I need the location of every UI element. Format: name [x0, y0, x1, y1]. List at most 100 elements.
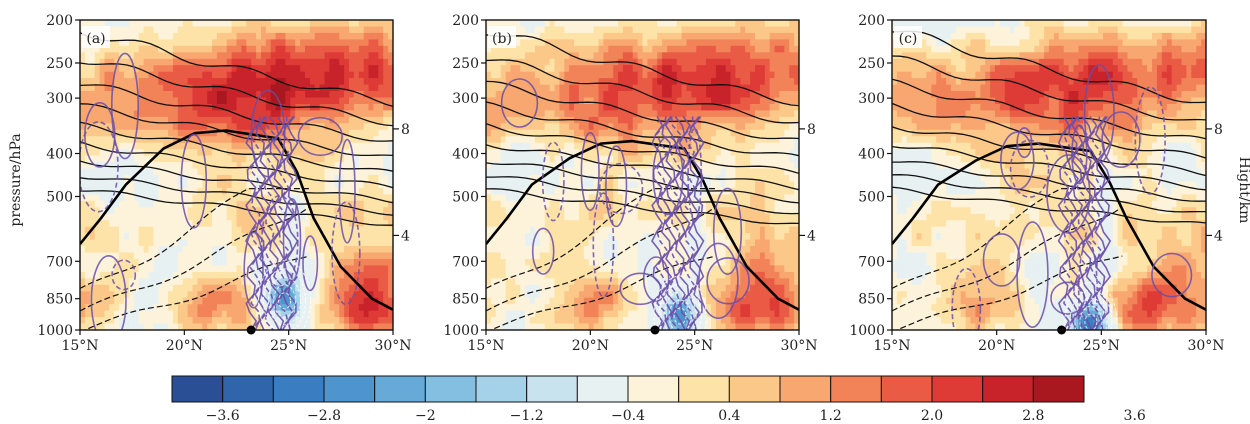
heatmap-cell	[202, 20, 208, 28]
heatmap-cell	[314, 116, 321, 124]
heatmap-cell	[490, 149, 497, 157]
heatmap-cell	[99, 317, 106, 325]
heatmap-cell	[554, 110, 560, 118]
heatmap-cell	[510, 123, 516, 131]
heatmap-cell	[500, 136, 507, 144]
heatmap-cell	[138, 187, 145, 195]
heatmap-cell	[275, 187, 282, 195]
heatmap-cell	[138, 297, 145, 305]
heatmap-cell	[221, 110, 228, 118]
heatmap-cell	[324, 317, 330, 325]
heatmap-cell	[774, 181, 780, 189]
heatmap-cell	[94, 149, 101, 157]
heatmap-cell	[99, 104, 106, 112]
heatmap-cell	[353, 310, 360, 318]
heatmap-cell	[706, 71, 712, 79]
heatmap-cell	[720, 200, 727, 208]
heatmap-cell	[197, 323, 203, 330]
heatmap-cell	[715, 58, 722, 66]
heatmap-cell	[212, 168, 218, 176]
heatmap-cell	[794, 116, 799, 124]
heatmap-cell	[172, 200, 179, 208]
heatmap-cell	[358, 129, 365, 137]
heatmap-cell	[138, 252, 145, 260]
heatmap-cell	[143, 142, 150, 150]
heatmap-cell	[265, 84, 272, 92]
heatmap-cell	[720, 168, 727, 176]
heatmap-cell	[207, 104, 213, 112]
heatmap-cell	[769, 45, 776, 53]
heatmap-cell	[725, 149, 732, 157]
heatmap-cell	[187, 20, 194, 28]
heatmap-cell	[89, 265, 96, 273]
heatmap-cell	[652, 104, 658, 112]
heatmap-cell	[256, 84, 262, 92]
heatmap-cell	[339, 52, 345, 60]
heatmap-cell	[774, 20, 780, 28]
heatmap-cell	[490, 129, 497, 137]
heatmap-cell	[319, 207, 326, 215]
heatmap-cell	[344, 297, 350, 305]
heatmap-cell	[759, 26, 766, 34]
heatmap-cell	[265, 284, 272, 292]
heatmap-cell	[598, 65, 604, 73]
heatmap-cell	[300, 271, 306, 279]
heatmap-cell	[324, 194, 330, 202]
heatmap-cell	[221, 278, 228, 286]
heatmap-cell	[544, 91, 551, 99]
heatmap-cell	[515, 149, 521, 157]
heatmap-cell	[236, 194, 242, 202]
heatmap-cell	[251, 26, 257, 34]
heatmap-cell	[334, 104, 340, 112]
heatmap-cell	[314, 142, 321, 150]
heatmap-cell	[701, 20, 707, 28]
heatmap-cell	[378, 149, 384, 157]
heatmap-cell	[569, 91, 575, 99]
heatmap-cell	[133, 104, 140, 112]
heatmap-cell	[500, 20, 507, 28]
heatmap-cell	[603, 149, 609, 157]
heatmap-cell	[236, 310, 242, 318]
heatmap-cell	[769, 26, 776, 34]
heatmap-cell	[84, 226, 91, 234]
heatmap-cell	[720, 52, 727, 60]
heatmap-cell	[261, 104, 267, 112]
heatmap-cell	[251, 129, 257, 137]
heatmap-cell	[349, 246, 355, 254]
heatmap-cell	[84, 97, 91, 105]
heatmap-cell	[80, 317, 86, 325]
heatmap-cell	[686, 20, 692, 28]
heatmap-cell	[667, 84, 673, 92]
heatmap-cell	[138, 110, 145, 118]
heatmap-cell	[613, 149, 619, 157]
heatmap-cell	[769, 104, 776, 112]
heatmap-cell	[133, 175, 140, 183]
heatmap-cell	[667, 45, 673, 53]
heatmap-cell	[202, 84, 208, 92]
heatmap-cell	[251, 246, 257, 254]
heatmap-cell	[642, 123, 648, 131]
heatmap-cell	[515, 129, 521, 137]
heatmap-cell	[285, 162, 291, 170]
heatmap-cell	[750, 52, 756, 60]
heatmap-cell	[305, 45, 311, 53]
heatmap-cell	[138, 32, 145, 40]
heatmap-cell	[300, 297, 306, 305]
heatmap-cell	[368, 239, 374, 247]
heatmap-cell	[177, 220, 184, 228]
heatmap-cell	[779, 58, 785, 66]
heatmap-cell	[109, 239, 115, 247]
heatmap-cell	[525, 104, 531, 112]
heatmap-cell	[158, 226, 164, 234]
heatmap-cell	[80, 207, 86, 215]
heatmap-cell	[657, 162, 663, 170]
heatmap-cell	[339, 20, 345, 28]
heatmap-cell	[510, 52, 516, 60]
heatmap-cell	[119, 116, 125, 124]
heatmap-cell	[119, 304, 125, 312]
heatmap-cell	[769, 91, 776, 99]
heatmap-cell	[168, 239, 174, 247]
heatmap-cell	[119, 26, 125, 34]
heatmap-cell	[89, 52, 96, 60]
heatmap-cell	[681, 39, 688, 47]
